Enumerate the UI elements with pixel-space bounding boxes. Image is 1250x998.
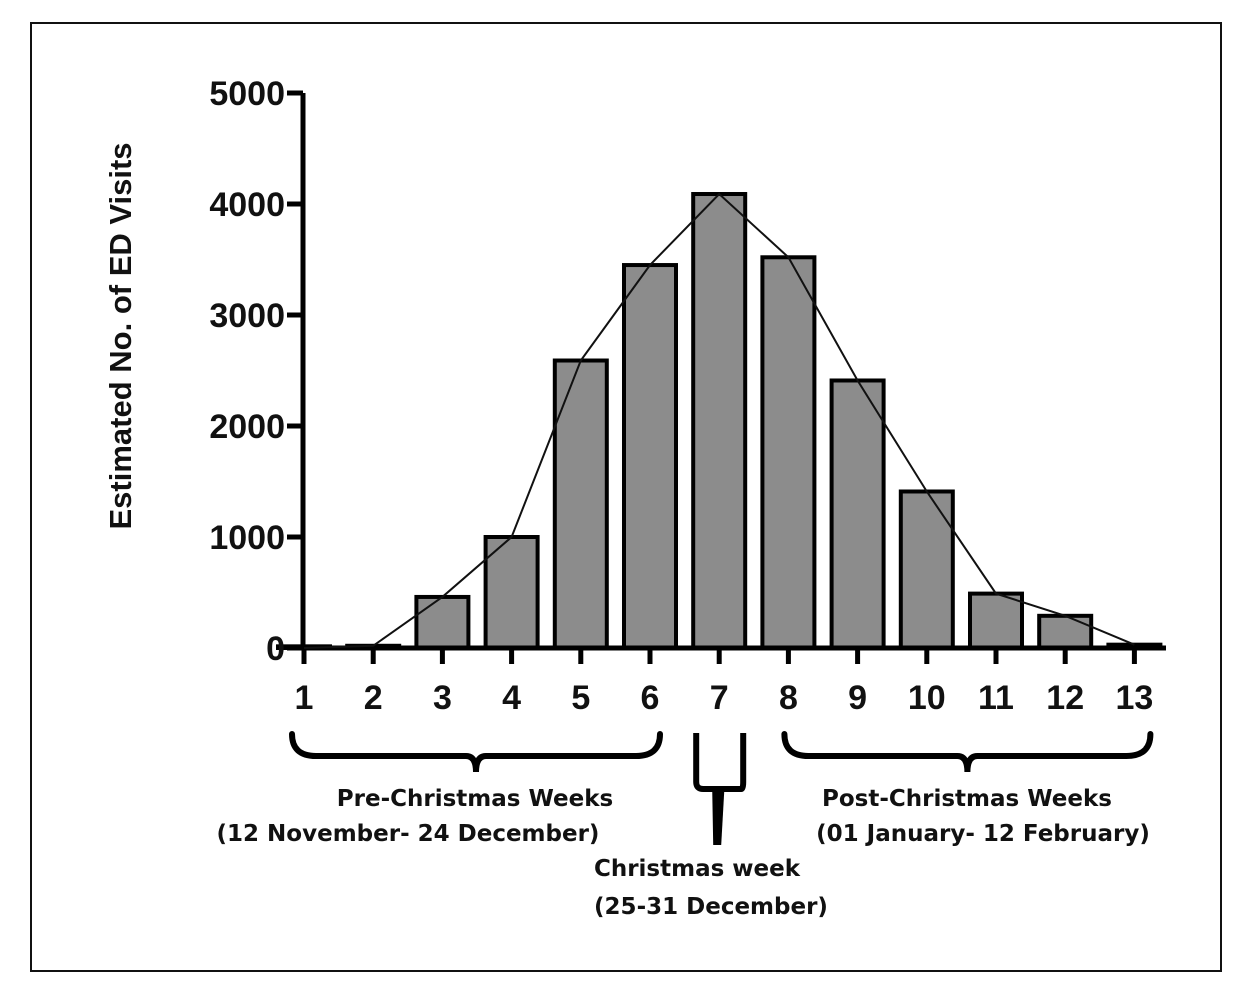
x-tick-label-7: 7 <box>710 679 729 717</box>
label-pre-christmas: Pre-Christmas Weeks <box>337 786 613 812</box>
trend-group <box>303 192 1135 649</box>
bar-week-7 <box>691 192 748 650</box>
axes-group <box>300 93 1166 651</box>
sublabel-pre-christmas: (12 November- 24 December) <box>217 821 600 847</box>
y-axis-title: Estimated No. of ED Visits <box>103 142 138 529</box>
x-tick-label-11: 11 <box>978 679 1014 717</box>
y-tick-label-0: 0 <box>266 630 285 668</box>
bar-week-11 <box>968 591 1024 650</box>
x-tick-label-10: 10 <box>908 679 946 717</box>
bar-week-8 <box>760 255 817 650</box>
sublabel-post-christmas: (01 January- 12 February) <box>816 821 1150 847</box>
sublabel-christmas-week: (25-31 December) <box>594 894 828 920</box>
bars-group <box>276 192 1163 651</box>
brace-post-christmas <box>781 731 1154 773</box>
bar-week-10 <box>898 489 955 650</box>
trend-line <box>303 192 1135 649</box>
y-tick-label-5000: 5000 <box>209 75 285 113</box>
label-christmas-week: Christmas week <box>594 856 801 882</box>
x-tick-label-12: 12 <box>1046 679 1084 717</box>
bar-week-6 <box>622 263 678 650</box>
bracket-christmas-stem <box>714 792 725 845</box>
y-tick-label-3000: 3000 <box>209 297 285 335</box>
x-tick-label-3: 3 <box>433 679 452 717</box>
bracket-christmas-week <box>693 733 747 846</box>
bar-week-3 <box>414 594 471 651</box>
x-tick-label-4: 4 <box>502 679 521 717</box>
label-post-christmas: Post-Christmas Weeks <box>822 786 1112 812</box>
x-tick-label-5: 5 <box>571 679 590 717</box>
bar-week-9 <box>829 378 886 650</box>
x-tick-label-2: 2 <box>364 679 383 717</box>
y-tick-label-2000: 2000 <box>209 408 285 446</box>
x-tick-label-1: 1 <box>295 679 314 717</box>
x-tick-label-6: 6 <box>641 679 660 717</box>
x-tick-label-8: 8 <box>779 679 798 717</box>
x-tick-label-13: 13 <box>1115 679 1153 717</box>
group-annotations: Pre-Christmas Weeks (12 November- 24 Dece… <box>217 731 1154 920</box>
x-tick-label-9: 9 <box>848 679 867 717</box>
bar-week-5 <box>552 358 609 650</box>
y-tick-label-4000: 4000 <box>209 186 285 224</box>
bar-week-12 <box>1037 613 1094 650</box>
bar-week-4 <box>483 535 540 650</box>
brace-pre-christmas <box>289 731 663 773</box>
y-tick-label-1000: 1000 <box>209 519 285 557</box>
